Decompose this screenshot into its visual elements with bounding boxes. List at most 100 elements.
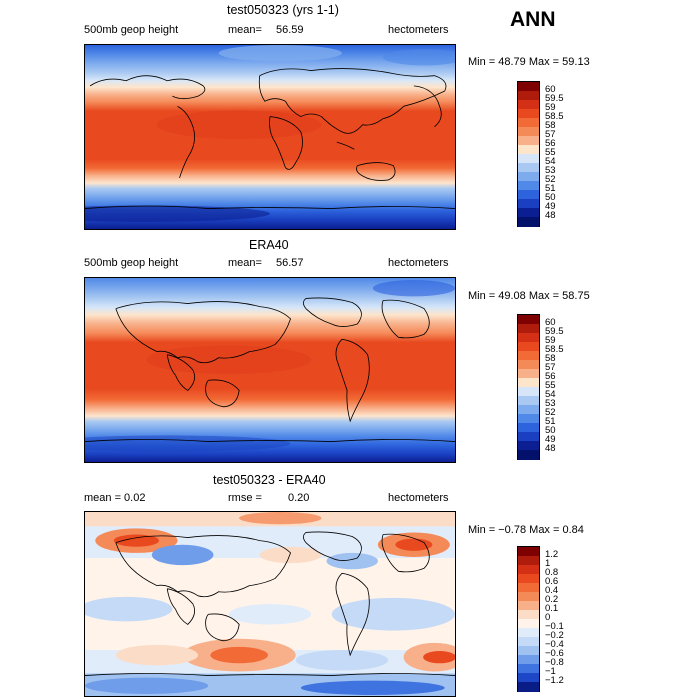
colorbar-swatch: [518, 109, 539, 119]
colorbar-swatch: [518, 163, 539, 173]
panel-3-colorbar: [517, 546, 540, 692]
colorbar-swatch: [518, 592, 539, 602]
panel-2-units: hectometers: [388, 257, 449, 269]
panel-3-map: [84, 511, 456, 697]
colorbar-level-label: 58.5: [545, 344, 564, 355]
colorbar-swatch: [518, 342, 539, 352]
colorbar-level-label: 50: [545, 192, 556, 203]
colorbar-swatch: [518, 378, 539, 388]
panel-1-map: [84, 44, 456, 230]
colorbar-level-label: 48: [545, 443, 556, 454]
colorbar-swatch: [518, 619, 539, 629]
colorbar-swatch: [518, 145, 539, 155]
season-label: ANN: [510, 8, 556, 31]
colorbar-swatch: [518, 664, 539, 674]
colorbar-level-label: 56: [545, 371, 556, 382]
colorbar-swatch: [518, 208, 539, 218]
colorbar-level-label: 49: [545, 201, 556, 212]
colorbar-level-label: 0: [545, 612, 551, 623]
colorbar-level-label: 53: [545, 165, 556, 176]
colorbar-swatch: [518, 423, 539, 433]
panel-3-title: test050323 - ERA40: [213, 473, 326, 487]
panel-2-mean-value: 56.57: [276, 257, 304, 269]
panel-1-units: hectometers: [388, 24, 449, 36]
colorbar-level-label: 59.5: [545, 326, 564, 337]
panel-3-rmse-label: rmse =: [228, 492, 262, 504]
colorbar-level-label: 54: [545, 389, 556, 400]
colorbar-swatch: [518, 565, 539, 575]
colorbar-level-label: 57: [545, 129, 556, 140]
colorbar-level-label: 52: [545, 407, 556, 418]
colorbar-level-label: −0.8: [545, 657, 564, 668]
colorbar-level-label: 0.2: [545, 594, 559, 605]
colorbar-level-label: 58: [545, 120, 556, 131]
colorbar-level-label: 1.2: [545, 549, 559, 560]
colorbar-swatch: [518, 637, 539, 647]
panel-1-colorbar: [517, 81, 540, 227]
colorbar-swatch: [518, 601, 539, 611]
colorbar-level-label: −0.2: [545, 630, 564, 641]
panel-3-rmse-value: 0.20: [288, 492, 310, 504]
panel-3-mean-stat: mean = 0.02: [84, 492, 146, 504]
colorbar-swatch: [518, 127, 539, 137]
colorbar-level-label: 54: [545, 156, 556, 167]
colorbar-level-label: −1.2: [545, 675, 564, 686]
colorbar-swatch: [518, 396, 539, 406]
colorbar-level-label: 59.5: [545, 93, 564, 104]
colorbar-level-label: 50: [545, 425, 556, 436]
panel-2-variable-label: 500mb geop height: [84, 257, 179, 269]
colorbar-swatch: [518, 387, 539, 397]
panel-1-variable-label: 500mb geop height: [84, 24, 179, 36]
colorbar-swatch: [518, 547, 539, 557]
colorbar-swatch: [518, 441, 539, 451]
colorbar-level-label: 55: [545, 380, 556, 391]
colorbar-swatch: [518, 414, 539, 424]
colorbar-swatch: [518, 190, 539, 200]
colorbar-swatch: [518, 673, 539, 683]
colorbar-level-label: 48: [545, 210, 556, 221]
colorbar-level-label: 60: [545, 317, 556, 328]
colorbar-level-label: 55: [545, 147, 556, 158]
colorbar-swatch: [518, 682, 539, 692]
colorbar-level-label: −1: [545, 666, 556, 677]
panel-2-mean-label: mean=: [228, 257, 262, 269]
colorbar-swatch: [518, 82, 539, 92]
colorbar-level-label: −0.1: [545, 621, 564, 632]
colorbar-level-label: 53: [545, 398, 556, 409]
colorbar-swatch: [518, 100, 539, 110]
colorbar-swatch: [518, 360, 539, 370]
colorbar-swatch: [518, 450, 539, 460]
colorbar-swatch: [518, 583, 539, 593]
panel-1-mean-value: 56.59: [276, 24, 304, 36]
colorbar-swatch: [518, 556, 539, 566]
colorbar-swatch: [518, 136, 539, 146]
colorbar-swatch: [518, 351, 539, 361]
colorbar-level-label: 59: [545, 335, 556, 346]
colorbar-swatch: [518, 154, 539, 164]
colorbar-level-label: 0.8: [545, 567, 559, 578]
colorbar-swatch: [518, 628, 539, 638]
panel-1-mean-label: mean=: [228, 24, 262, 36]
colorbar-level-label: 59: [545, 102, 556, 113]
colorbar-swatch: [518, 646, 539, 656]
colorbar-level-label: −0.6: [545, 648, 564, 659]
panel-3-units: hectometers: [388, 492, 449, 504]
colorbar-swatch: [518, 369, 539, 379]
colorbar-swatch: [518, 574, 539, 584]
colorbar-level-label: 51: [545, 183, 556, 194]
panel-2-colorbar: [517, 314, 540, 460]
colorbar-swatch: [518, 91, 539, 101]
colorbar-level-label: 1: [545, 558, 551, 569]
panel-2-map: [84, 277, 456, 463]
colorbar-level-label: 58.5: [545, 111, 564, 122]
colorbar-level-label: 49: [545, 434, 556, 445]
colorbar-swatch: [518, 610, 539, 620]
colorbar-swatch: [518, 405, 539, 415]
colorbar-swatch: [518, 333, 539, 343]
colorbar-swatch: [518, 199, 539, 209]
colorbar-swatch: [518, 172, 539, 182]
panel-3-minmax: Min = −0.78 Max = 0.84: [468, 524, 584, 536]
panel-2-minmax: Min = 49.08 Max = 58.75: [468, 290, 590, 302]
colorbar-level-label: 0.1: [545, 603, 559, 614]
colorbar-swatch: [518, 181, 539, 191]
